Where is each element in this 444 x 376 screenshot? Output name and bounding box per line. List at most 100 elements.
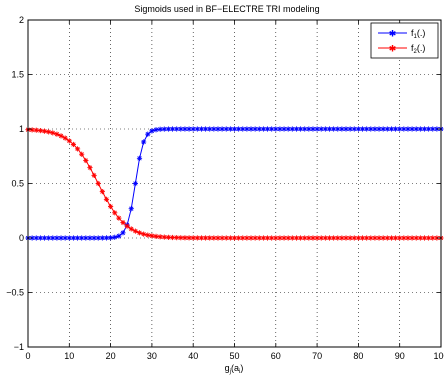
data-point-f2 bbox=[182, 235, 188, 241]
data-point-f2 bbox=[128, 226, 134, 232]
data-point-f2 bbox=[136, 230, 143, 236]
data-point-f1 bbox=[128, 206, 134, 212]
legend-label-f1: f1(.) bbox=[411, 28, 425, 40]
y-tick-label: 1 bbox=[19, 124, 24, 134]
data-point-f2 bbox=[103, 196, 110, 202]
data-point-f2 bbox=[388, 235, 395, 241]
data-point-f2 bbox=[293, 235, 300, 241]
y-tick-label: −0.5 bbox=[6, 288, 24, 298]
data-point-f2 bbox=[297, 235, 304, 241]
x-tick-label: 40 bbox=[188, 351, 198, 361]
legend-label-f2: f2(.) bbox=[411, 43, 425, 55]
data-point-f1 bbox=[99, 235, 105, 241]
data-point-f1 bbox=[273, 126, 279, 132]
x-axis-label: gj(ai) bbox=[225, 363, 244, 375]
data-point-f2 bbox=[343, 235, 349, 241]
data-point-f1 bbox=[186, 126, 192, 132]
legend-box bbox=[370, 22, 439, 59]
data-point-f1 bbox=[227, 126, 233, 132]
x-tick-label: 0 bbox=[25, 351, 30, 361]
data-point-f2 bbox=[157, 234, 163, 240]
data-point-f2 bbox=[50, 130, 56, 136]
data-point-f2 bbox=[302, 235, 308, 241]
data-point-f1 bbox=[136, 155, 143, 161]
x-tick-label: 50 bbox=[229, 351, 239, 361]
data-point-f1 bbox=[256, 126, 262, 132]
chart-title: Sigmoids used in BF−ELECTRE TRI modeling bbox=[134, 4, 319, 14]
data-point-f1 bbox=[120, 230, 126, 236]
data-point-f2 bbox=[70, 141, 77, 148]
data-point-f2 bbox=[426, 235, 432, 241]
y-tick-label: 0.5 bbox=[11, 179, 24, 189]
data-point-f2 bbox=[355, 235, 361, 241]
data-point-f2 bbox=[54, 131, 60, 137]
data-point-f1 bbox=[351, 126, 357, 132]
data-point-f2 bbox=[132, 228, 138, 234]
data-point-f1 bbox=[219, 126, 225, 132]
data-point-f2 bbox=[112, 210, 118, 216]
data-point-f1 bbox=[149, 128, 155, 134]
data-point-f2 bbox=[149, 233, 155, 239]
data-point-f1 bbox=[248, 126, 254, 132]
data-point-f2 bbox=[66, 138, 72, 144]
data-point-f1 bbox=[116, 233, 122, 239]
data-point-f2 bbox=[99, 189, 105, 195]
legend-marker-f2: ✱ bbox=[389, 45, 397, 55]
data-point-f1 bbox=[165, 126, 172, 132]
data-point-f2 bbox=[41, 128, 48, 134]
data-point-f2 bbox=[364, 235, 370, 241]
data-point-f1 bbox=[240, 126, 246, 132]
data-point-f1 bbox=[314, 126, 320, 132]
data-point-f2 bbox=[95, 180, 101, 187]
data-point-f1 bbox=[46, 235, 52, 241]
data-point-f1 bbox=[95, 235, 101, 241]
data-point-f2 bbox=[174, 235, 180, 241]
data-point-f2 bbox=[87, 165, 93, 171]
data-point-f1 bbox=[260, 126, 267, 132]
data-point-f1 bbox=[54, 235, 60, 241]
data-point-f2 bbox=[421, 235, 428, 241]
data-point-f2 bbox=[120, 219, 126, 226]
y-tick-label: 1.5 bbox=[11, 70, 24, 80]
data-point-f2 bbox=[145, 232, 151, 238]
data-point-f2 bbox=[405, 235, 411, 241]
data-point-f2 bbox=[227, 235, 233, 241]
y-tick-label: 2 bbox=[19, 15, 24, 25]
x-tick-label: 20 bbox=[106, 351, 116, 361]
x-tick-label: 80 bbox=[353, 351, 363, 361]
data-point-f2 bbox=[74, 146, 81, 152]
data-point-f2 bbox=[380, 235, 386, 241]
data-point-f1 bbox=[108, 235, 114, 241]
legend: ✱ f1(.) ✱ f2(.) bbox=[370, 22, 439, 59]
data-point-f2 bbox=[124, 223, 130, 229]
plot-area bbox=[28, 20, 441, 347]
data-point-f2 bbox=[219, 235, 225, 241]
data-point-f2 bbox=[62, 135, 68, 141]
x-tick-label: 70 bbox=[312, 351, 322, 361]
data-point-f2 bbox=[58, 133, 64, 139]
data-point-f2 bbox=[116, 215, 122, 221]
data-point-f2 bbox=[108, 203, 114, 210]
data-point-f1 bbox=[421, 126, 428, 132]
data-point-f1 bbox=[182, 126, 188, 132]
x-tick-label: 100 bbox=[433, 351, 444, 361]
data-point-f1 bbox=[223, 126, 229, 132]
data-point-f1 bbox=[141, 139, 147, 145]
data-point-f2 bbox=[256, 235, 262, 241]
data-point-f2 bbox=[141, 231, 147, 237]
data-point-f2 bbox=[91, 172, 97, 178]
data-point-f1 bbox=[132, 180, 138, 187]
data-point-f2 bbox=[37, 128, 43, 134]
data-point-f1 bbox=[326, 126, 333, 132]
y-tick-label: −1 bbox=[14, 342, 24, 352]
data-point-f1 bbox=[302, 126, 308, 132]
data-point-f2 bbox=[83, 157, 89, 164]
data-point-f1 bbox=[112, 234, 118, 240]
x-tick-label: 90 bbox=[395, 351, 405, 361]
ticks: 0 10 20 30 40 50 60 70 80 90 100 −1 −0.5 0 0.5 1 1.5 2 bbox=[6, 15, 444, 361]
data-point-f2 bbox=[401, 235, 407, 241]
data-point-f1 bbox=[145, 131, 151, 137]
legend-marker-f1: ✱ bbox=[389, 30, 397, 40]
data-point-f1 bbox=[388, 126, 395, 132]
data-point-f1 bbox=[306, 126, 312, 132]
